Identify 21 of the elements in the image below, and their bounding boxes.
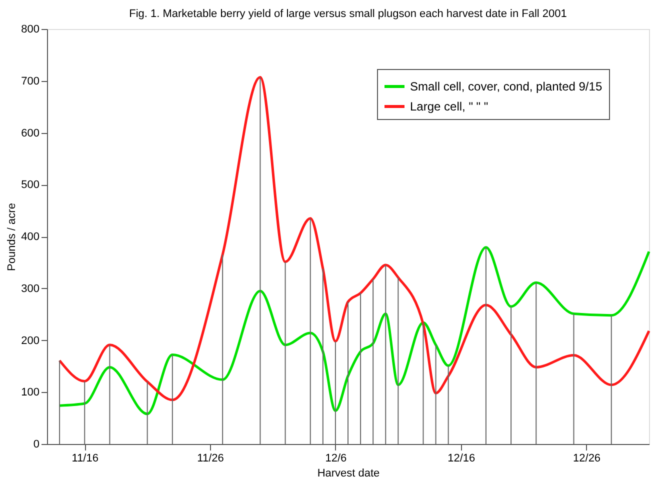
legend-label: Large cell, " " ": [410, 100, 488, 114]
y-tick-label: 200: [21, 334, 40, 347]
legend-label: Small cell, cover, cond, planted 9/15: [410, 80, 602, 94]
y-tick-label: 400: [21, 231, 40, 243]
y-tick-label: 800: [21, 24, 40, 36]
y-tick-label: 100: [21, 386, 40, 399]
y-tick-label: 500: [21, 179, 40, 192]
line-series: [58, 76, 650, 402]
x-tick-label: 12/26: [573, 452, 601, 464]
chart-title: Fig. 1. Marketable berry yield of large versus small plugson each harvest date in Fall 2001: [129, 8, 567, 20]
line-series: [58, 246, 650, 416]
x-axis-title: Harvest date: [317, 468, 380, 480]
y-tick-label: 600: [21, 127, 40, 140]
y-tick-label: 700: [21, 75, 40, 88]
y-tick-label: 0: [33, 438, 40, 450]
x-tick-label: 11/26: [197, 452, 224, 464]
x-tick-label: 12/6: [325, 452, 347, 464]
x-tick-label: 12/16: [448, 452, 476, 464]
y-axis-title: Pounds / acre: [6, 203, 18, 271]
y-tick-label: 300: [21, 282, 40, 295]
x-tick-label: 11/16: [72, 452, 98, 464]
